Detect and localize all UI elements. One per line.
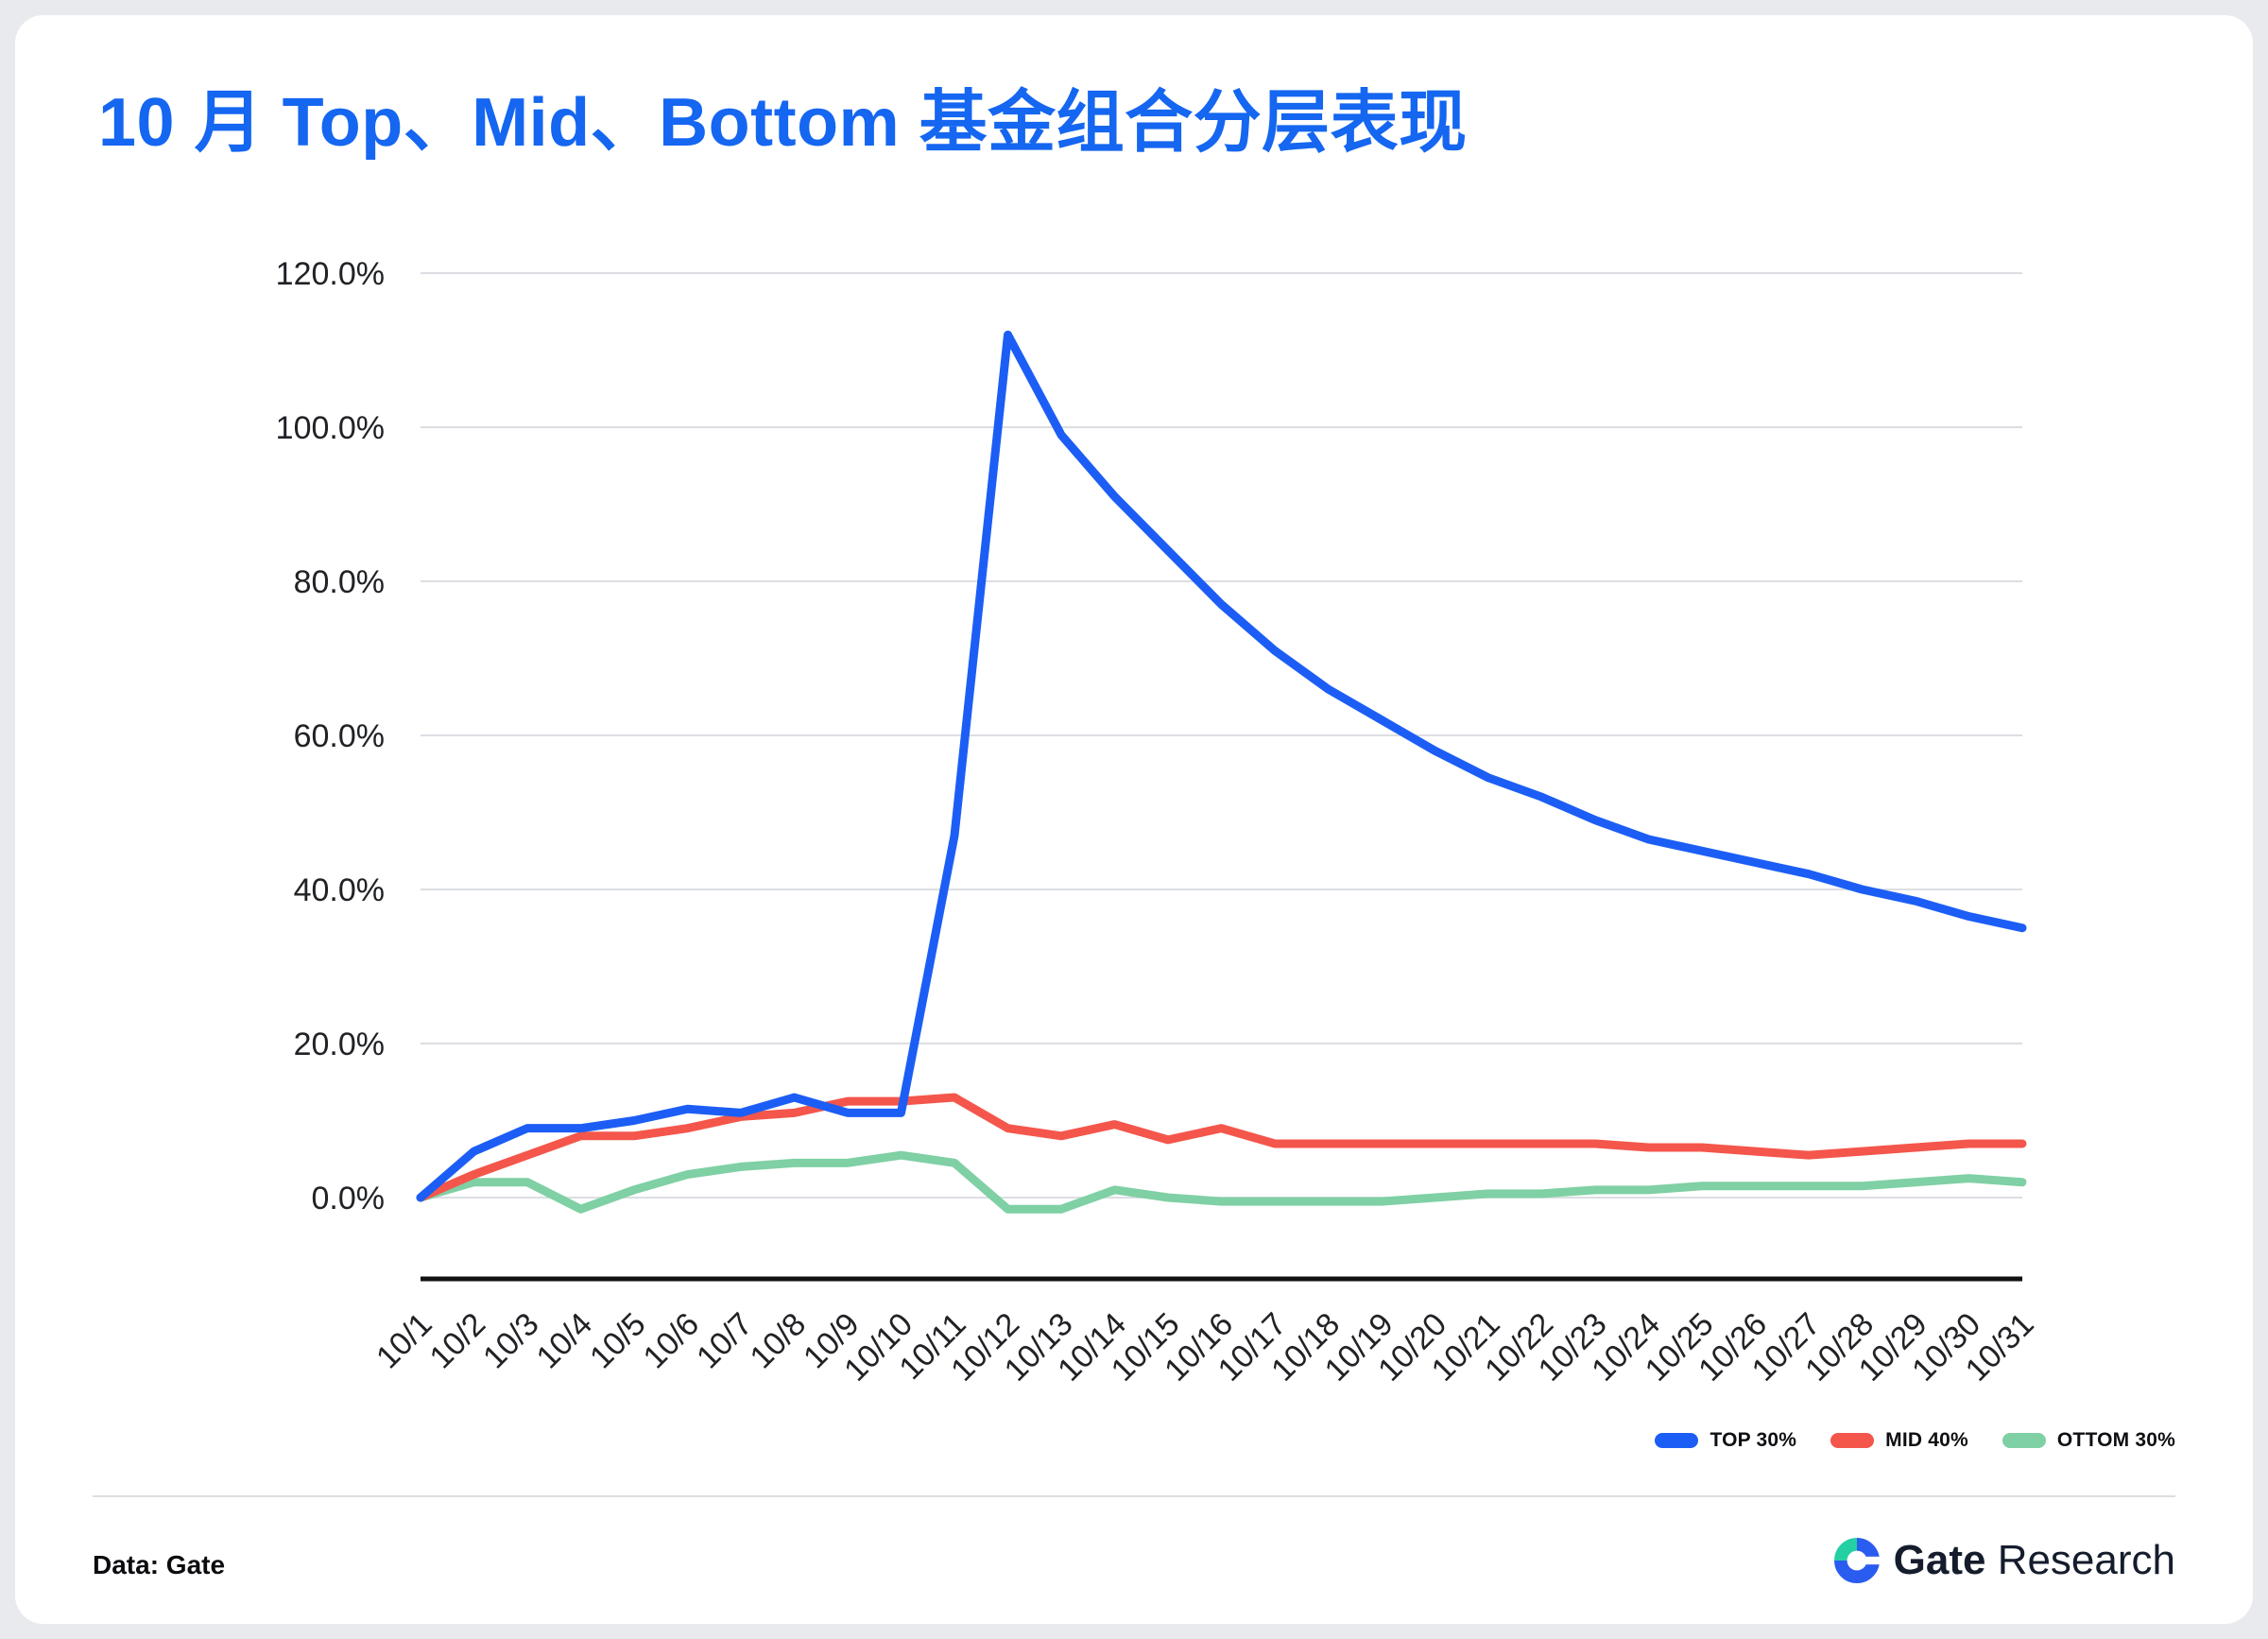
brand-footer: Gate Research	[1833, 1537, 2175, 1584]
brand-suffix: Research	[1997, 1537, 2175, 1583]
footer-divider	[93, 1495, 2175, 1497]
legend-item[interactable]: TOP 30%	[1655, 1429, 1796, 1452]
legend-swatch	[2002, 1433, 2046, 1448]
chart-card	[15, 15, 2253, 1624]
legend-label: TOP 30%	[1710, 1429, 1797, 1451]
page-title: 10 月 Top、Mid、Bottom 基金组合分层表现	[98, 85, 1468, 161]
legend-item[interactable]: MID 40%	[1830, 1429, 1968, 1452]
legend-swatch	[1830, 1433, 1875, 1448]
chart-legend: TOP 30% MID 40% OTTOM 30%	[1655, 1429, 2175, 1452]
legend-label: OTTOM 30%	[2056, 1429, 2175, 1451]
gate-logo-icon	[1833, 1538, 1881, 1583]
legend-item[interactable]: OTTOM 30%	[2002, 1429, 2175, 1452]
legend-swatch	[1655, 1433, 1699, 1448]
brand-text: Gate Research	[1894, 1537, 2175, 1584]
legend-label: MID 40%	[1885, 1429, 1968, 1451]
brand-name: Gate	[1893, 1537, 1986, 1583]
data-source-label: Data: Gate	[93, 1550, 226, 1579]
